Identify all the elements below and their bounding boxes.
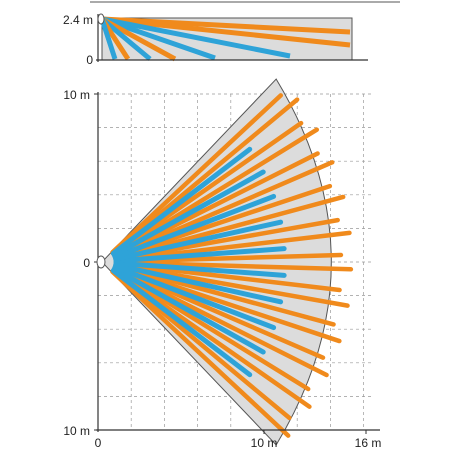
x-label-16m: 16 m [355,436,382,450]
side-long-range-beam [100,16,177,62]
long-range-beam [110,93,284,255]
side-short-range-beam [101,16,216,61]
short-range-beam [111,169,266,258]
short-range-beam [113,246,287,264]
short-range-beam [111,266,266,355]
side-long-range-beam [101,16,351,48]
short-range-beam [113,260,287,278]
long-range-beam [110,269,291,438]
top-view-coverage-area [101,78,332,446]
top-view-beams [110,93,354,438]
side-short-range-beam [101,16,291,59]
side-short-range-beam [99,18,118,60]
side-view-sensor [97,13,105,25]
y-label-bottom: 10 m [63,424,90,438]
short-range-beam [110,146,253,256]
short-range-beam [113,262,284,305]
side-view-beams [99,16,351,62]
y-label-top: 10 m [63,88,90,102]
short-range-beam [113,219,284,262]
top-view-sensor [96,255,106,269]
side-view-zero-label: 0 [86,53,93,67]
short-range-beam [112,193,277,260]
x-label-0: 0 [95,436,102,450]
short-range-beam [112,264,277,331]
short-range-beam [110,268,253,378]
y-label-mid: 0 [83,256,90,270]
side-short-range-beam [100,17,152,61]
side-view-height-label: 2.4 m [63,13,93,27]
x-label-10m: 10 m [251,436,278,450]
side-view: 2.4 m 0 [63,13,368,67]
top-view: 10 m 0 10 m 0 10 m 16 m [63,78,382,450]
